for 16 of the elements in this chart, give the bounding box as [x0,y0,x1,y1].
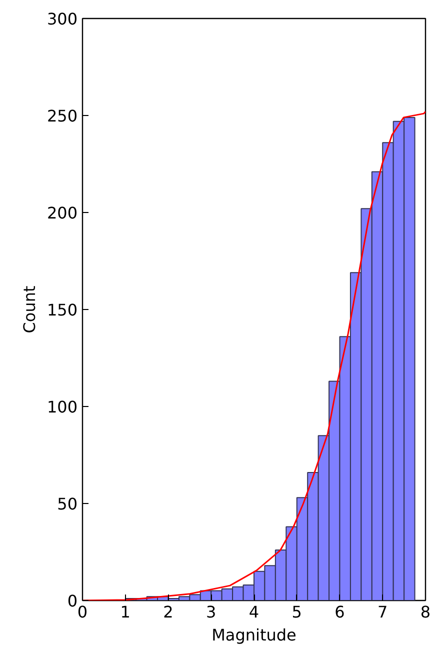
x-tick-label: 8 [420,602,431,622]
x-tick-label: 7 [378,602,388,622]
y-tick-label: 50 [57,494,78,514]
y-tick-label: 200 [46,204,78,222]
x-tick-label: 2 [163,602,174,622]
x-axis-title: Magnitude [212,626,296,644]
x-tick-label: 1 [120,602,130,622]
y-tick-label: 300 [46,10,78,28]
x-tick-label: 5 [292,602,302,622]
y-tick-label: 150 [46,300,78,320]
x-tick-label: 6 [334,602,345,622]
y-tick-label: 250 [46,106,78,126]
x-tick-label: 4 [248,602,260,622]
y-axis-title: Count [20,286,39,334]
x-tick-label: 3 [206,602,216,622]
y-tick-label: 100 [46,398,78,416]
